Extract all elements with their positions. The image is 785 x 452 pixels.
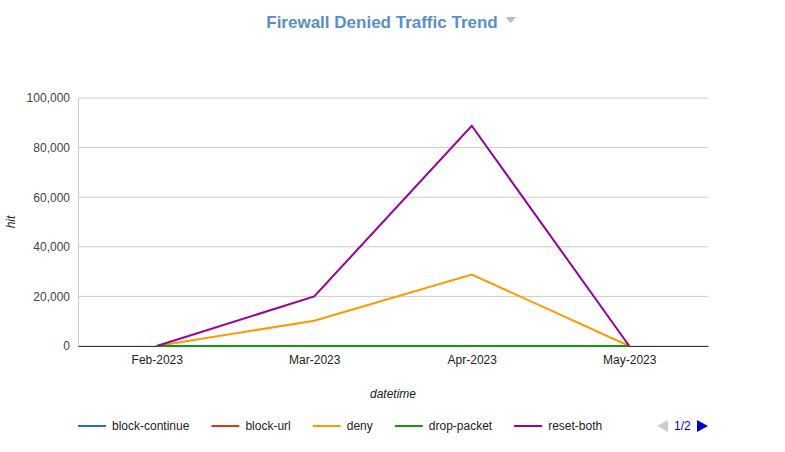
series-line — [157, 345, 630, 347]
x-tick-label: Apr-2023 — [448, 353, 498, 367]
legend-label: block-continue — [112, 419, 190, 433]
y-tick: 0 — [63, 339, 78, 353]
legend-label: block-url — [245, 419, 290, 433]
x-tick-label: Feb-2023 — [132, 353, 184, 367]
legend-swatch — [514, 425, 542, 427]
legend-item: block-continue — [78, 419, 190, 433]
x-axis-title: datetime — [370, 387, 416, 401]
legend-swatch — [313, 425, 341, 427]
x-tick-label: Mar-2023 — [289, 353, 341, 367]
plot-lines — [157, 126, 630, 346]
legend-swatch — [395, 425, 423, 427]
legend-item: reset-both — [514, 419, 602, 433]
grid-line — [78, 346, 708, 347]
y-tick: 40,000 — [33, 240, 78, 254]
grid-line — [78, 98, 708, 99]
series-line — [157, 126, 630, 346]
x-tick: Apr-2023 — [448, 346, 498, 367]
legend-label: reset-both — [548, 419, 602, 433]
y-tick: 100,000 — [27, 91, 78, 105]
y-tick-label: 20,000 — [33, 290, 70, 304]
grid-line — [78, 147, 708, 148]
series-line — [157, 345, 630, 347]
legend-swatch — [78, 425, 106, 427]
grid-line — [78, 197, 708, 198]
legend-prev — [657, 420, 668, 432]
legend-item: drop-packet — [395, 419, 493, 433]
series-line — [157, 275, 630, 346]
legend-item: block-url — [211, 419, 290, 433]
grid — [78, 98, 708, 346]
x-tick: Mar-2023 — [289, 346, 341, 367]
legend-page: 1/2 — [674, 419, 691, 433]
legend-label: drop-packet — [429, 419, 493, 433]
y-tick: 60,000 — [33, 191, 78, 205]
y-tick-label: 60,000 — [33, 191, 70, 205]
chart-title: Firewall Denied Traffic Trend — [266, 13, 497, 32]
legend-next[interactable] — [697, 420, 708, 432]
legend-item: deny — [313, 419, 373, 433]
legend: block-continue block-url deny drop-packet re… — [78, 419, 708, 433]
x-axis: Feb-2023 Mar-2023 Apr-2023 May-2023 — [79, 346, 709, 367]
chart: Firewall Denied Traffic Trend 0 20,000 40,0… — [0, 0, 785, 452]
y-tick: 80,000 — [33, 141, 78, 155]
legend-swatch — [211, 425, 239, 427]
legend-label: deny — [347, 419, 373, 433]
y-axis-line — [78, 99, 79, 347]
series-line — [157, 345, 630, 347]
y-tick-label: 40,000 — [33, 240, 70, 254]
y-axis: 0 20,000 40,000 60,000 80,000 100,000 — [27, 91, 79, 353]
x-tick-label: May-2023 — [603, 353, 657, 367]
y-tick: 20,000 — [33, 290, 78, 304]
title-dropdown — [506, 17, 516, 23]
grid-line — [78, 246, 708, 247]
y-axis-title: hit — [4, 215, 18, 228]
x-tick: May-2023 — [603, 346, 657, 367]
y-tick-label: 80,000 — [33, 141, 70, 155]
y-tick-label: 100,000 — [27, 91, 71, 105]
y-tick-label: 0 — [63, 339, 70, 353]
x-tick: Feb-2023 — [132, 346, 184, 367]
x-axis-line — [79, 346, 709, 347]
